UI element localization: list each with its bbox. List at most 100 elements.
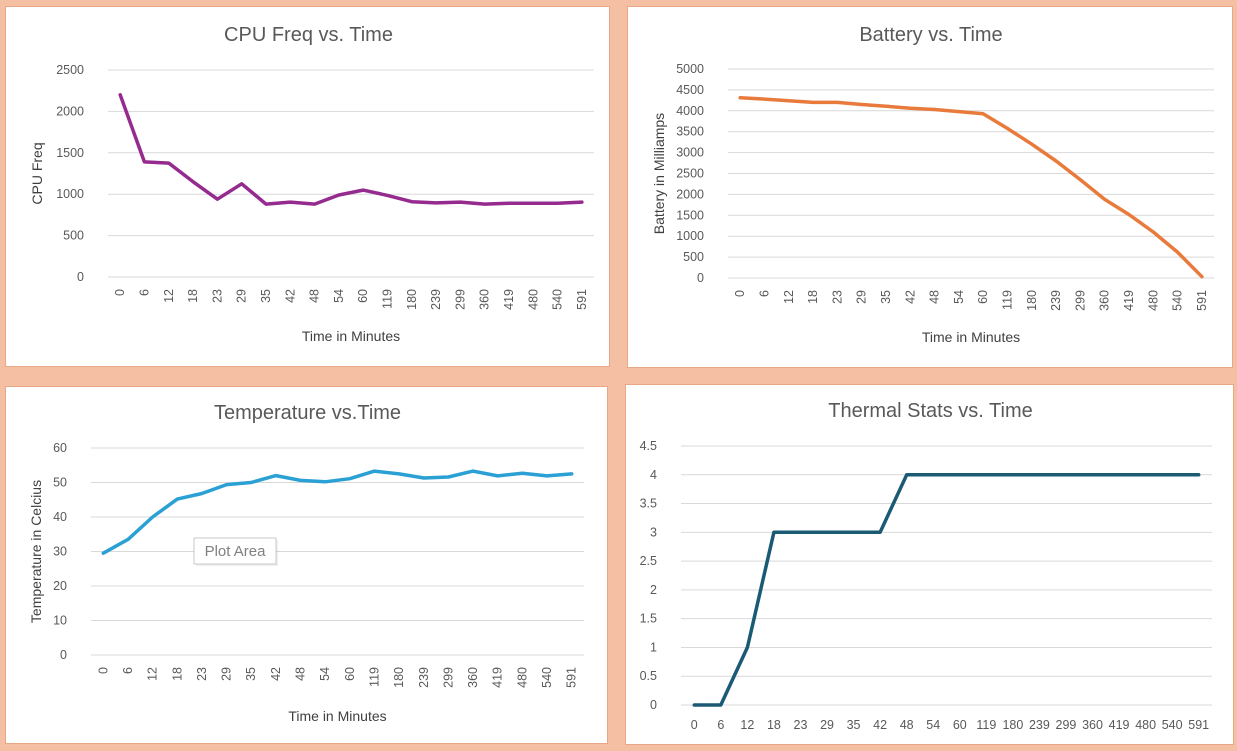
- chart-panel-cpu-freq[interactable]: CPU Freq vs. Time 0 500 1000 1500 2000 2500 0 6 1…: [5, 6, 610, 367]
- series-line[interactable]: [118, 93, 584, 206]
- data-point[interactable]: [481, 200, 489, 208]
- y-tick-label: 2500: [56, 63, 84, 77]
- data-point[interactable]: [906, 104, 914, 112]
- series-line[interactable]: [738, 96, 1204, 279]
- data-point[interactable]: [736, 94, 744, 102]
- data-point[interactable]: [297, 476, 305, 484]
- data-point[interactable]: [931, 106, 939, 114]
- data-point[interactable]: [568, 470, 576, 478]
- data-point[interactable]: [1125, 211, 1133, 219]
- data-point[interactable]: [1052, 157, 1060, 165]
- data-point[interactable]: [809, 98, 817, 106]
- data-point[interactable]: [833, 98, 841, 106]
- data-point[interactable]: [1089, 471, 1097, 479]
- data-point[interactable]: [286, 198, 294, 206]
- data-point[interactable]: [1142, 471, 1150, 479]
- data-point[interactable]: [858, 101, 866, 109]
- y-axis-label: Temperature in Celcius: [28, 480, 44, 623]
- data-point[interactable]: [116, 91, 124, 99]
- data-point[interactable]: [140, 158, 148, 166]
- x-tick-label: 591: [575, 289, 589, 310]
- data-point[interactable]: [554, 199, 562, 207]
- data-point[interactable]: [432, 199, 440, 207]
- data-point[interactable]: [346, 475, 354, 483]
- x-tick-label: 480: [1135, 718, 1156, 732]
- data-point[interactable]: [247, 479, 255, 487]
- data-point[interactable]: [578, 198, 586, 206]
- data-point[interactable]: [929, 471, 937, 479]
- x-axis-label: Time in Minutes: [922, 329, 1020, 345]
- data-point[interactable]: [823, 528, 831, 536]
- data-point[interactable]: [955, 108, 963, 116]
- data-point[interactable]: [99, 549, 107, 557]
- data-point[interactable]: [408, 198, 416, 206]
- data-point[interactable]: [797, 528, 805, 536]
- data-point[interactable]: [124, 535, 132, 543]
- data-point[interactable]: [272, 472, 280, 480]
- data-point[interactable]: [262, 200, 270, 208]
- data-point[interactable]: [335, 191, 343, 199]
- data-point[interactable]: [785, 97, 793, 105]
- data-point[interactable]: [213, 195, 221, 203]
- chart-panel-battery[interactable]: Battery vs. Time 0 500 1000 1500 2000 2500 3000…: [627, 6, 1233, 368]
- data-point[interactable]: [543, 472, 551, 480]
- data-point[interactable]: [518, 469, 526, 477]
- data-point[interactable]: [1198, 273, 1206, 281]
- data-point[interactable]: [1195, 471, 1203, 479]
- data-point[interactable]: [982, 471, 990, 479]
- data-point[interactable]: [444, 473, 452, 481]
- data-point[interactable]: [1028, 140, 1036, 148]
- data-point[interactable]: [505, 199, 513, 207]
- data-point[interactable]: [770, 528, 778, 536]
- series-line[interactable]: [692, 473, 1201, 707]
- data-point[interactable]: [1115, 471, 1123, 479]
- data-point[interactable]: [690, 701, 698, 709]
- x-tick-label: 29: [235, 289, 249, 303]
- data-point[interactable]: [494, 472, 502, 480]
- data-point[interactable]: [223, 481, 231, 489]
- data-point[interactable]: [371, 467, 379, 475]
- data-point[interactable]: [359, 186, 367, 194]
- data-point[interactable]: [469, 467, 477, 475]
- data-point[interactable]: [850, 528, 858, 536]
- data-point[interactable]: [529, 199, 537, 207]
- data-point[interactable]: [760, 95, 768, 103]
- data-point[interactable]: [311, 200, 319, 208]
- data-point[interactable]: [1035, 471, 1043, 479]
- data-point[interactable]: [420, 474, 428, 482]
- data-point[interactable]: [1174, 248, 1182, 256]
- data-point[interactable]: [456, 198, 464, 206]
- x-tick-label: 591: [1195, 290, 1209, 311]
- data-point[interactable]: [717, 701, 725, 709]
- data-point[interactable]: [165, 159, 173, 167]
- data-point[interactable]: [238, 180, 246, 188]
- y-tick-label: 3000: [676, 146, 704, 160]
- data-point[interactable]: [383, 191, 391, 199]
- data-point[interactable]: [903, 471, 911, 479]
- data-point[interactable]: [882, 102, 890, 110]
- data-point[interactable]: [979, 110, 987, 118]
- chart-panel-thermal-stats[interactable]: Thermal Stats vs. Time 0 0.5 1 1.5 2 2.5 3 3.5 4 4…: [625, 384, 1234, 745]
- data-point[interactable]: [956, 471, 964, 479]
- data-point[interactable]: [198, 490, 206, 498]
- data-point[interactable]: [1009, 471, 1017, 479]
- chart-panel-temperature[interactable]: Temperature vs.Time 0 10 20 30 40 50 60 0 6 12 18 23…: [5, 386, 608, 744]
- x-tick-label: 6: [137, 289, 151, 296]
- x-axis-label: Time in Minutes: [288, 708, 386, 724]
- data-point[interactable]: [1003, 124, 1011, 132]
- data-point[interactable]: [189, 178, 197, 186]
- data-point[interactable]: [321, 478, 329, 486]
- data-point[interactable]: [173, 495, 181, 503]
- data-point[interactable]: [1076, 176, 1084, 184]
- data-point[interactable]: [1168, 471, 1176, 479]
- data-point[interactable]: [743, 643, 751, 651]
- data-point[interactable]: [1062, 471, 1070, 479]
- data-point[interactable]: [1101, 195, 1109, 203]
- data-point[interactable]: [876, 528, 884, 536]
- data-point[interactable]: [149, 513, 157, 521]
- x-tick-label: 60: [976, 290, 990, 304]
- series-line[interactable]: [101, 469, 574, 555]
- data-point[interactable]: [395, 470, 403, 478]
- data-point[interactable]: [1149, 228, 1157, 236]
- y-tick-label: 0: [650, 698, 657, 712]
